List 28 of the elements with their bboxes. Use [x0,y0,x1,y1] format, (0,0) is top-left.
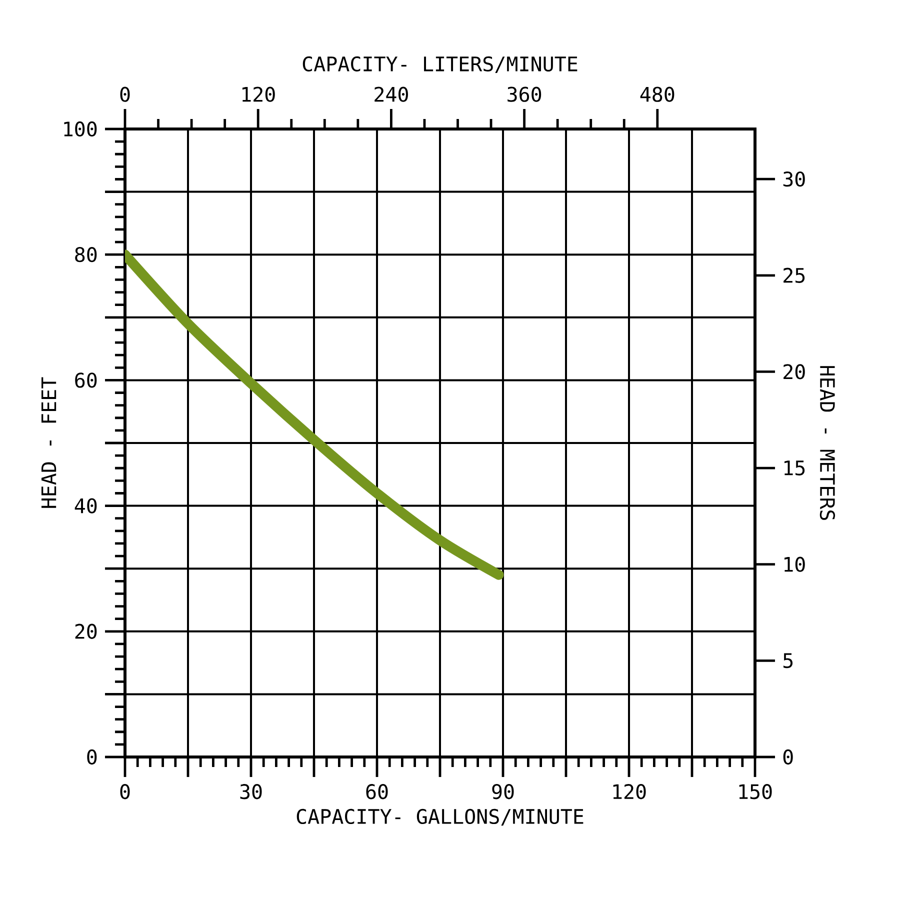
x2-tick-label: 120 [242,86,275,102]
y-tick-label: 100 [64,121,97,137]
x-axis-title: CAPACITY- GALLONS/MINUTE [296,808,584,826]
y2-tick-label: 10 [784,556,805,572]
x-tick-label: 30 [240,784,262,800]
x-tick-label: 90 [492,784,514,800]
y-axis-title: HEAD - FEET [41,377,56,508]
y-tick-label: 60 [75,372,97,388]
y-tick-label: 80 [75,247,97,262]
y-tick-label: 20 [75,624,97,639]
y2-tick-label: 25 [784,268,805,283]
x2-tick-label: 480 [640,86,674,102]
y2-tick-label: 20 [784,364,805,380]
x-tick-label: 120 [613,784,646,800]
x-tick-label: 0 [120,784,130,800]
x-tick-label: 60 [366,784,388,800]
x-tick-label: 150 [739,784,772,800]
x2-tick-label: 360 [508,86,542,102]
y2-axis-title: HEAD - METERS [820,366,836,520]
y2-tick-label: 30 [783,171,805,187]
y2-tick-label: 15 [784,460,805,476]
y2-tick-label: 0 [783,749,793,765]
x2-tick-label: 0 [120,86,130,102]
x2-tick-label: 240 [374,86,408,102]
y2-tick-label: 5 [783,653,793,668]
x2-axis-title: CAPACITY- LITERS/MINUTE [302,56,578,74]
y-tick-label: 0 [87,749,97,765]
y-tick-label: 40 [74,498,97,514]
